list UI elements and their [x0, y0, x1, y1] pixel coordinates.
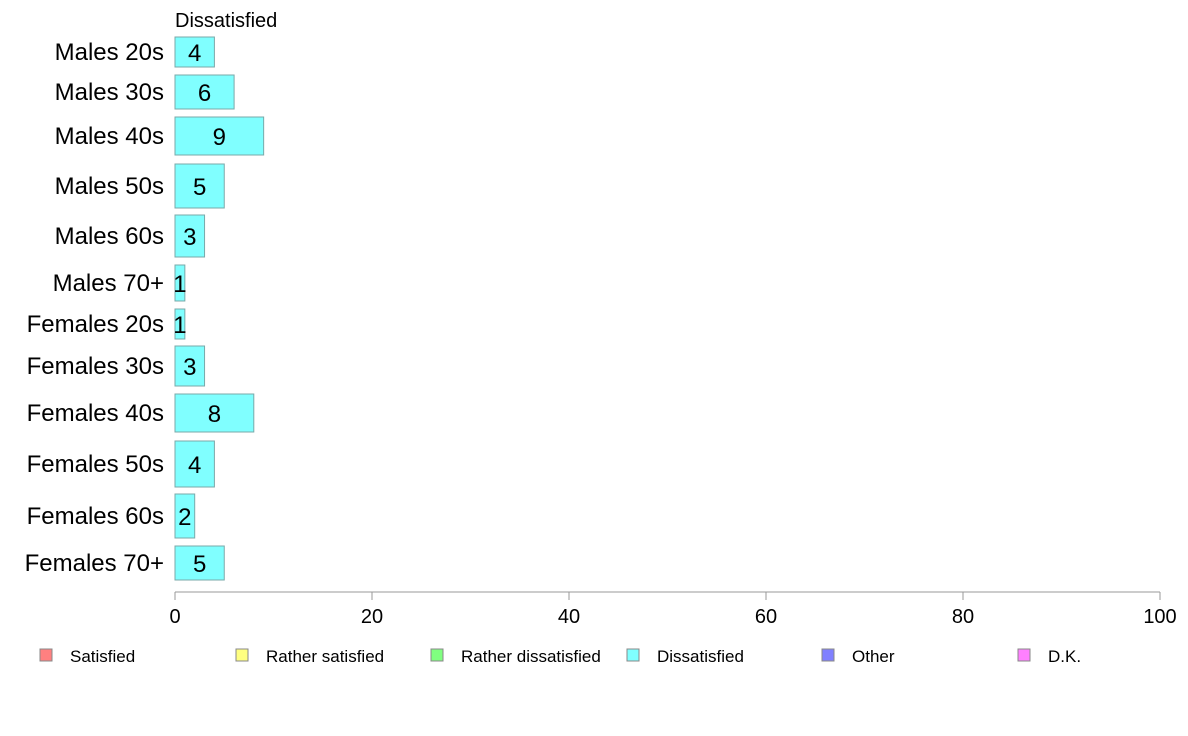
data-label: 9: [213, 124, 226, 151]
category-label: Males 20s: [55, 39, 164, 66]
legend-label: Dissatisfied: [657, 647, 744, 666]
legend-label: Other: [852, 647, 895, 666]
legend-label: Rather dissatisfied: [461, 647, 601, 666]
legend-swatch: [430, 648, 444, 662]
data-label: 5: [193, 174, 206, 201]
data-label: 8: [208, 401, 221, 428]
x-tick-label: 20: [361, 606, 383, 628]
series-title: Dissatisfied: [175, 10, 277, 32]
x-tick-label: 60: [755, 606, 777, 628]
data-label: 1: [173, 271, 186, 298]
data-label: 4: [188, 40, 201, 67]
legend-label: Satisfied: [70, 647, 135, 666]
data-label: 4: [188, 452, 201, 479]
data-label: 3: [183, 354, 196, 381]
category-label: Males 50s: [55, 173, 164, 200]
legend-label: D.K.: [1048, 647, 1081, 666]
bar: [174, 393, 255, 433]
data-label: 1: [173, 312, 186, 339]
x-tick-label: 100: [1143, 606, 1176, 628]
bar: [174, 308, 186, 340]
x-tick-label: 80: [952, 606, 974, 628]
data-label: 2: [178, 504, 191, 531]
category-label: Females 50s: [27, 451, 164, 478]
legend-swatch: [235, 648, 249, 662]
bar: [174, 493, 196, 539]
category-label: Females 30s: [27, 353, 164, 380]
x-tick-label: 40: [558, 606, 580, 628]
bar: [174, 440, 215, 488]
legend-swatch: [626, 648, 640, 662]
category-label: Females 70+: [25, 550, 164, 577]
bar: [174, 214, 206, 258]
category-label: Females 60s: [27, 503, 164, 530]
category-label: Males 60s: [55, 223, 164, 250]
legend-swatch: [39, 648, 53, 662]
legend: Satisfied Rather satisfied Rather dissatis…: [39, 647, 1081, 666]
x-axis: 0 20 40 60 80 100: [169, 591, 1177, 628]
bar: [174, 545, 225, 581]
legend-label: Rather satisfied: [266, 647, 384, 666]
bar: [174, 264, 186, 302]
bar: [174, 74, 235, 110]
legend-swatch: [1017, 648, 1031, 662]
category-label: Males 30s: [55, 79, 164, 106]
bar: [174, 163, 225, 209]
category-label: Females 40s: [27, 400, 164, 427]
data-label: 3: [183, 224, 196, 251]
data-label: 6: [198, 80, 211, 107]
bar: [174, 345, 206, 387]
legend-swatch: [821, 648, 835, 662]
category-label: Females 20s: [27, 311, 164, 338]
bars: Males 20s 4 Males 30s 6 Males 40s 9 Males 50s 5…: [25, 36, 265, 581]
data-label: 5: [193, 551, 206, 578]
x-tick-label: 0: [169, 606, 180, 628]
bar: [174, 36, 215, 68]
category-label: Males 40s: [55, 123, 164, 150]
category-label: Males 70+: [53, 270, 164, 297]
bar: [174, 116, 265, 156]
